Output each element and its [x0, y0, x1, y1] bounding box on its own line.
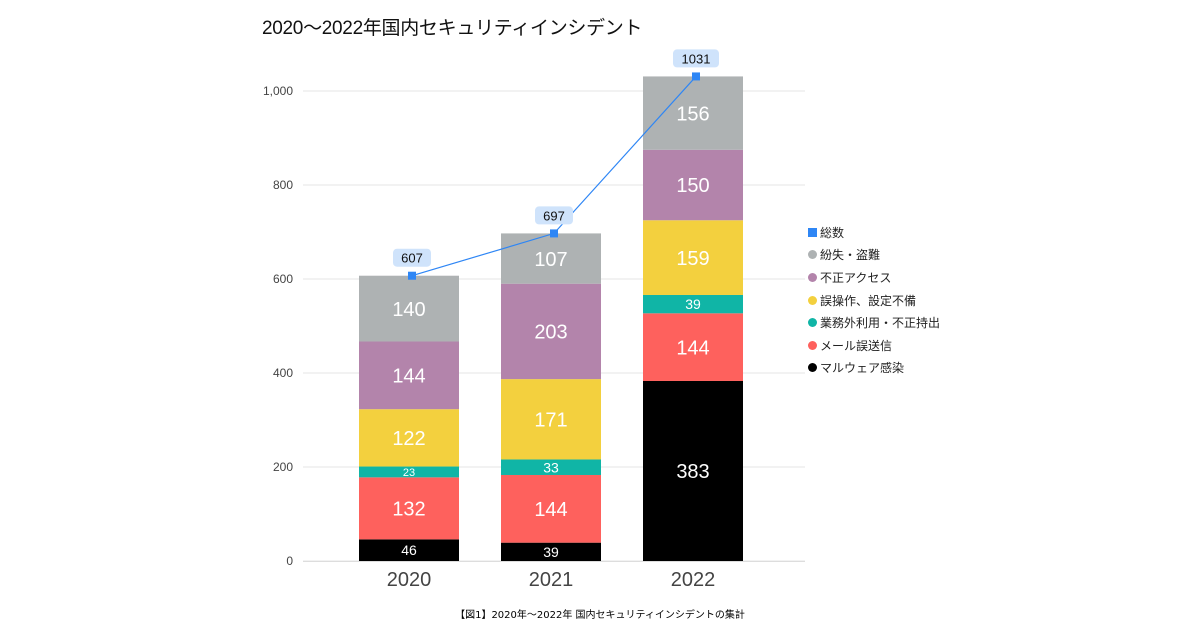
legend-item: 総数: [808, 221, 940, 244]
bar-segment: [643, 294, 743, 314]
bar-segment: [643, 313, 743, 381]
bar-segment: [359, 539, 459, 561]
legend-item: 業務外利用・不正持出: [808, 311, 940, 334]
legend-dot-icon: [808, 340, 817, 350]
data-label: 132: [392, 499, 425, 521]
total-label: 1031: [682, 51, 711, 66]
bar-segment: [501, 542, 601, 561]
legend-item: マルウェア感染: [808, 357, 940, 380]
bar-segment: [501, 474, 601, 543]
total-label-bg: [393, 248, 431, 267]
bar-segment: [359, 409, 459, 467]
data-label: 122: [392, 428, 425, 450]
legend-dot-icon: [808, 295, 817, 305]
data-label: 383: [676, 461, 709, 483]
x-tick-label: 2021: [529, 569, 574, 591]
data-label: 107: [534, 249, 567, 271]
y-tick-label: 800: [273, 178, 293, 192]
legend-label: 紛失・盗難: [820, 248, 881, 263]
total-line: 607 697 1031: [393, 49, 719, 280]
total-marker: [408, 271, 416, 280]
total-label: 697: [543, 208, 565, 223]
data-label: 144: [534, 499, 567, 521]
data-label: 159: [676, 248, 709, 270]
data-label: 144: [392, 366, 425, 388]
legend-label: メール誤送信: [820, 338, 893, 353]
data-label: 39: [543, 544, 559, 560]
data-label: 203: [534, 322, 567, 344]
bar-segment: [501, 379, 601, 460]
legend-label: 業務外利用・不正持出: [820, 316, 941, 331]
x-axis: 2020 2021 2022: [303, 561, 805, 591]
x-tick-label: 2020: [387, 569, 432, 591]
legend-square-icon: [808, 227, 817, 237]
bar-segment: [643, 76, 743, 150]
legend-dot-icon: [808, 363, 817, 373]
bar-segment: [359, 341, 459, 410]
data-label: 33: [543, 459, 559, 475]
total-label-bg: [535, 206, 573, 225]
bar-segment: [501, 283, 601, 380]
legend-dot-icon: [808, 250, 817, 260]
y-axis: 0 200 400 600 800 1,000: [263, 84, 293, 568]
legend-label: 誤操作、設定不備: [820, 293, 917, 308]
bar-segment: [501, 233, 601, 284]
data-label: 39: [685, 296, 701, 312]
legend-item: 誤操作、設定不備: [808, 289, 940, 312]
bar-segment: [359, 275, 459, 342]
legend: 総数紛失・盗難不正アクセス誤操作、設定不備業務外利用・不正持出 メール誤送信 マルウ…: [808, 221, 940, 379]
y-tick-label: 0: [286, 554, 293, 568]
bar-segment: [643, 220, 743, 295]
data-label: 140: [392, 299, 425, 321]
legend-label: 総数: [820, 225, 845, 240]
total-label-bg: [673, 49, 719, 68]
data-label: 23: [403, 467, 415, 479]
legend-dot-icon: [808, 318, 817, 328]
y-tick-label: 600: [273, 272, 293, 286]
bars: 46 132 23 122 144 140 39 144 33 171 203 107 383 144 39…: [359, 76, 743, 561]
legend-item: メール誤送信: [808, 334, 940, 357]
legend-item: 不正アクセス: [808, 266, 940, 289]
legend-label: マルウェア感染: [820, 361, 905, 376]
bar-segment: [643, 149, 743, 221]
bar-segment: [643, 380, 743, 561]
data-label: 144: [676, 337, 709, 359]
data-label: 171: [534, 409, 567, 431]
data-label: 156: [676, 103, 709, 125]
total-marker: [550, 229, 558, 238]
y-tick-label: 1,000: [263, 84, 293, 98]
total-marker: [692, 72, 700, 81]
x-tick-label: 2022: [671, 569, 716, 591]
y-tick-label: 200: [273, 460, 293, 474]
y-tick-label: 400: [273, 366, 293, 380]
figure-caption: 【図1】2020年～2022年 国内セキュリティインシデントの集計: [455, 610, 745, 621]
bar-segment: [359, 477, 459, 540]
legend-item: 紛失・盗難: [808, 244, 940, 267]
data-label: 46: [401, 542, 417, 558]
bar-segment: [501, 459, 601, 475]
total-label: 607: [401, 251, 423, 266]
bar-segment: [359, 466, 459, 478]
data-label: 150: [676, 175, 709, 197]
legend-dot-icon: [808, 272, 817, 282]
chart-title: 2020～2022年国内セキュリティインシデント: [262, 18, 643, 39]
legend-label: 不正アクセス: [820, 270, 892, 285]
